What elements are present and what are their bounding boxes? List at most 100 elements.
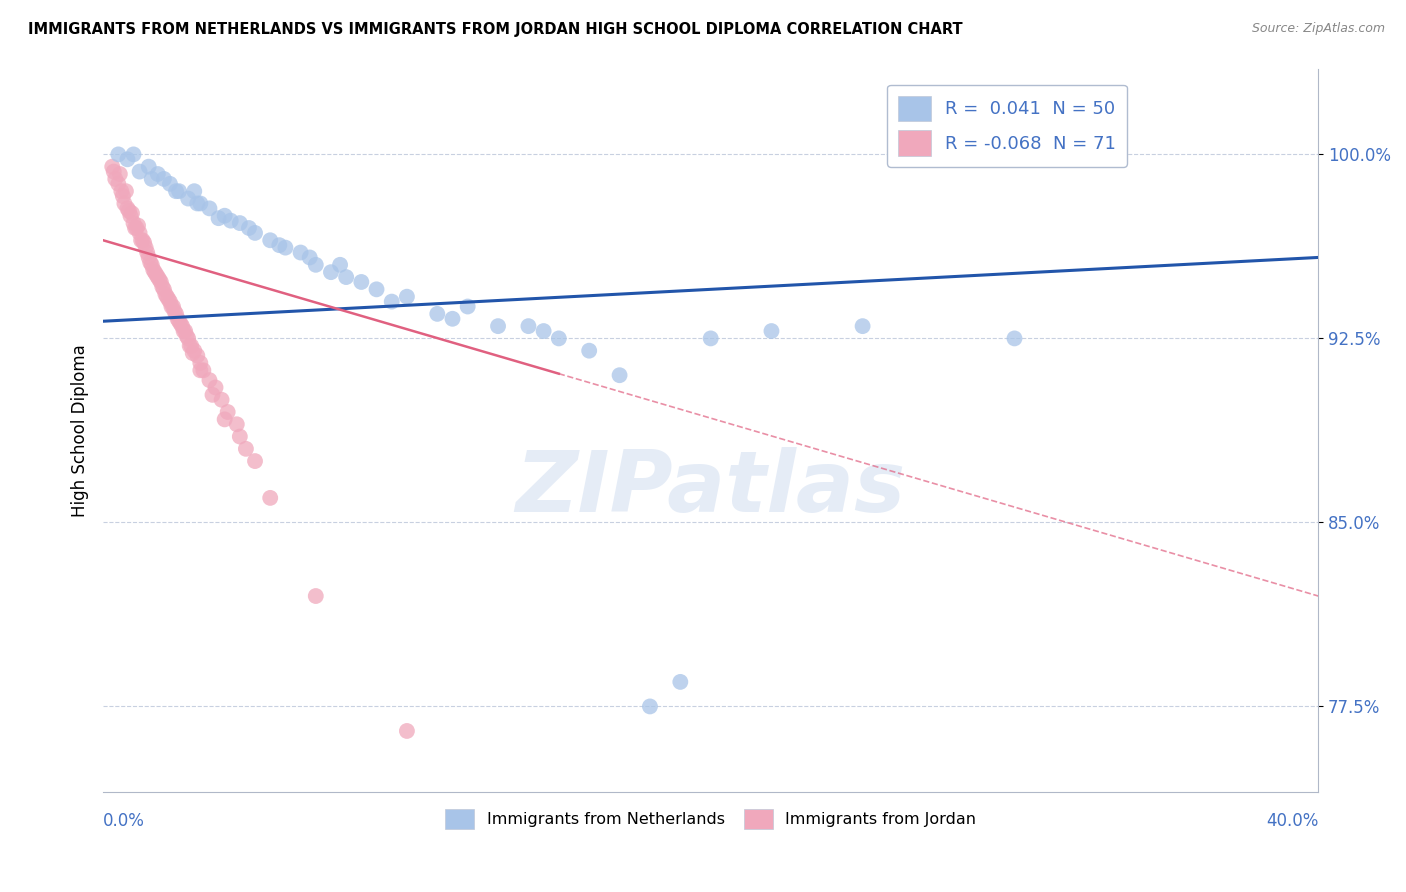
Point bbox=[142, 262, 165, 277]
Point bbox=[699, 331, 721, 345]
Point bbox=[188, 356, 211, 370]
Text: 40.0%: 40.0% bbox=[1265, 812, 1319, 830]
Point bbox=[183, 184, 205, 198]
Point bbox=[120, 209, 142, 223]
Point bbox=[163, 304, 186, 318]
Point bbox=[486, 319, 509, 334]
Point bbox=[176, 329, 198, 343]
Point bbox=[167, 314, 190, 328]
Point bbox=[159, 294, 181, 309]
Point bbox=[441, 311, 464, 326]
Point bbox=[761, 324, 783, 338]
Point bbox=[165, 184, 187, 198]
Point bbox=[179, 339, 201, 353]
Point bbox=[181, 346, 204, 360]
Point bbox=[108, 167, 131, 181]
Point bbox=[118, 203, 141, 218]
Point bbox=[229, 216, 252, 230]
Point bbox=[186, 196, 208, 211]
Point bbox=[211, 392, 233, 407]
Point bbox=[395, 723, 418, 738]
Point bbox=[350, 275, 373, 289]
Point bbox=[125, 221, 148, 235]
Point bbox=[238, 221, 260, 235]
Text: ZIPatlas: ZIPatlas bbox=[516, 447, 905, 530]
Point bbox=[167, 184, 190, 198]
Point bbox=[135, 241, 157, 255]
Point bbox=[141, 258, 163, 272]
Point bbox=[229, 429, 252, 443]
Point bbox=[193, 363, 215, 377]
Point bbox=[129, 233, 152, 247]
Point bbox=[115, 184, 138, 198]
Point bbox=[110, 184, 132, 198]
Point bbox=[219, 213, 242, 227]
Point bbox=[298, 251, 321, 265]
Point bbox=[188, 363, 211, 377]
Point bbox=[204, 380, 226, 394]
Point bbox=[381, 294, 404, 309]
Point bbox=[150, 280, 173, 294]
Point bbox=[111, 189, 134, 203]
Text: Source: ZipAtlas.com: Source: ZipAtlas.com bbox=[1251, 22, 1385, 36]
Point bbox=[104, 172, 127, 186]
Text: 0.0%: 0.0% bbox=[103, 812, 145, 830]
Point bbox=[214, 412, 236, 426]
Point bbox=[235, 442, 257, 456]
Point bbox=[852, 319, 875, 334]
Point bbox=[145, 268, 167, 282]
Point bbox=[146, 167, 169, 181]
Point bbox=[101, 160, 124, 174]
Point bbox=[136, 245, 159, 260]
Point bbox=[157, 292, 180, 306]
Point bbox=[180, 339, 202, 353]
Point bbox=[153, 172, 176, 186]
Point bbox=[128, 164, 150, 178]
Point bbox=[547, 331, 569, 345]
Point bbox=[139, 255, 162, 269]
Point bbox=[217, 405, 239, 419]
Point bbox=[112, 196, 135, 211]
Point bbox=[121, 206, 143, 220]
Point bbox=[141, 172, 163, 186]
Point bbox=[131, 233, 153, 247]
Point bbox=[329, 258, 352, 272]
Point bbox=[243, 454, 266, 468]
Point bbox=[305, 589, 328, 603]
Point bbox=[198, 202, 221, 216]
Point bbox=[201, 388, 224, 402]
Point bbox=[319, 265, 342, 279]
Point bbox=[305, 258, 328, 272]
Point bbox=[183, 343, 205, 358]
Y-axis label: High School Diploma: High School Diploma bbox=[72, 344, 89, 516]
Point bbox=[225, 417, 247, 432]
Point bbox=[186, 349, 208, 363]
Legend: Immigrants from Netherlands, Immigrants from Jordan: Immigrants from Netherlands, Immigrants … bbox=[439, 803, 983, 835]
Point bbox=[128, 226, 150, 240]
Point bbox=[198, 373, 221, 387]
Point bbox=[172, 319, 194, 334]
Point bbox=[155, 287, 177, 301]
Point bbox=[395, 290, 418, 304]
Point bbox=[290, 245, 312, 260]
Point bbox=[638, 699, 661, 714]
Point bbox=[173, 324, 195, 338]
Point bbox=[103, 164, 125, 178]
Point bbox=[127, 219, 149, 233]
Text: IMMIGRANTS FROM NETHERLANDS VS IMMIGRANTS FROM JORDAN HIGH SCHOOL DIPLOMA CORREL: IMMIGRANTS FROM NETHERLANDS VS IMMIGRANT… bbox=[28, 22, 963, 37]
Point bbox=[259, 233, 281, 247]
Point bbox=[269, 238, 291, 252]
Point bbox=[169, 317, 191, 331]
Point bbox=[148, 272, 170, 286]
Point bbox=[138, 160, 160, 174]
Point bbox=[457, 300, 479, 314]
Point bbox=[533, 324, 555, 338]
Point bbox=[366, 282, 388, 296]
Point bbox=[259, 491, 281, 505]
Point bbox=[177, 331, 200, 345]
Point bbox=[122, 147, 145, 161]
Point bbox=[207, 211, 229, 226]
Point bbox=[156, 290, 179, 304]
Point bbox=[426, 307, 449, 321]
Point bbox=[669, 674, 692, 689]
